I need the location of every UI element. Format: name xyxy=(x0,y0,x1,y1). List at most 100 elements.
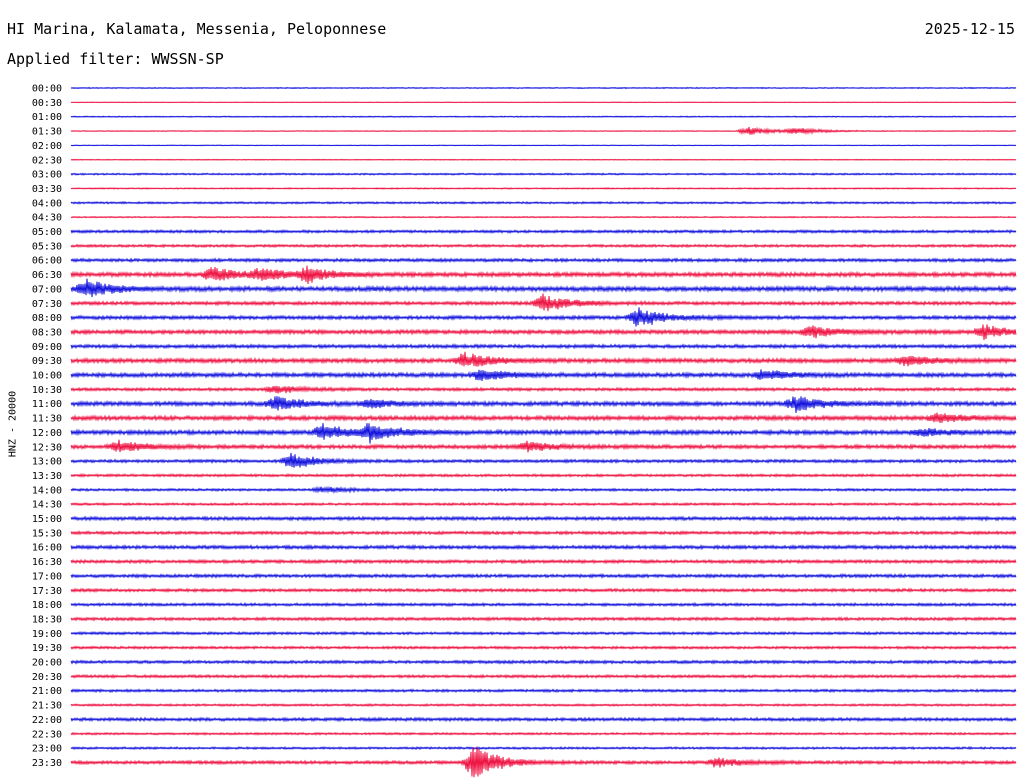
trace-row xyxy=(70,485,1017,495)
trace-row xyxy=(70,731,1017,736)
row-time-label: 02:00 xyxy=(32,141,62,152)
row-time-label: 13:00 xyxy=(32,457,62,468)
row-time-label: 01:00 xyxy=(32,112,62,123)
row-time-label: 21:30 xyxy=(32,701,62,712)
row-time-label: 13:30 xyxy=(32,471,62,482)
row-time-label: 19:30 xyxy=(32,643,62,654)
trace-row xyxy=(70,101,1017,104)
trace-row xyxy=(70,616,1017,622)
row-time-label: 07:00 xyxy=(32,284,62,295)
row-time-label: 22:00 xyxy=(32,715,62,726)
trace-row xyxy=(70,716,1017,723)
row-time-label: 16:30 xyxy=(32,557,62,568)
trace-row xyxy=(70,385,1017,394)
station-title: HI Marina, Kalamata, Messenia, Peloponne… xyxy=(7,20,387,38)
row-time-label: 03:30 xyxy=(32,184,62,195)
row-time-label: 21:00 xyxy=(32,686,62,697)
row-time-label: 16:00 xyxy=(32,543,62,554)
row-time-label: 06:00 xyxy=(32,256,62,267)
row-time-label: 10:00 xyxy=(32,371,62,382)
row-time-label: 06:30 xyxy=(32,270,62,281)
trace-row xyxy=(70,412,1017,423)
row-time-label: 18:00 xyxy=(32,600,62,611)
row-time-label: 20:00 xyxy=(32,658,62,669)
row-time-label: 01:30 xyxy=(32,127,62,138)
row-time-label: 00:00 xyxy=(32,84,62,95)
row-time-label: 00:30 xyxy=(32,98,62,109)
row-time-label: 05:00 xyxy=(32,227,62,238)
row-time-label: 23:00 xyxy=(32,744,62,755)
trace-row xyxy=(70,572,1017,579)
row-time-label: 17:30 xyxy=(32,586,62,597)
trace-row xyxy=(70,501,1017,507)
row-time-label: 12:30 xyxy=(32,442,62,453)
trace-row xyxy=(70,307,1017,327)
row-time-label: 05:30 xyxy=(32,241,62,252)
trace-row xyxy=(70,324,1017,341)
applied-filter: Applied filter: WWSSN-SP xyxy=(7,50,224,68)
row-time-label: 08:00 xyxy=(32,313,62,324)
trace-row xyxy=(70,265,1017,285)
trace-row xyxy=(70,587,1017,594)
trace-row xyxy=(70,115,1017,118)
row-time-label: 19:00 xyxy=(32,629,62,640)
row-time-label: 09:00 xyxy=(32,342,62,353)
trace-row xyxy=(70,530,1017,536)
trace-row xyxy=(70,423,1017,444)
trace-row xyxy=(70,200,1017,205)
row-time-label: 18:30 xyxy=(32,614,62,625)
trace-row xyxy=(70,187,1017,190)
trace-row xyxy=(70,747,1017,778)
row-time-label: 15:30 xyxy=(32,528,62,539)
trace-row xyxy=(70,86,1017,90)
trace-row xyxy=(70,243,1017,249)
row-time-label: 17:00 xyxy=(32,571,62,582)
row-time-label: 15:00 xyxy=(32,514,62,525)
row-time-label: 12:00 xyxy=(32,428,62,439)
row-time-label: 03:00 xyxy=(32,170,62,181)
trace-row xyxy=(70,543,1017,551)
record-date: 2025-12-15 xyxy=(924,20,1015,38)
trace-row xyxy=(70,452,1017,468)
trace-row xyxy=(70,688,1017,694)
trace-row xyxy=(70,228,1017,235)
trace-row xyxy=(70,172,1017,176)
trace-row xyxy=(70,293,1017,312)
row-time-label: 08:30 xyxy=(32,327,62,338)
trace-row xyxy=(70,215,1017,219)
row-time-label: 10:30 xyxy=(32,385,62,396)
row-time-label: 14:00 xyxy=(32,485,62,496)
row-time-label: 11:00 xyxy=(32,399,62,410)
trace-row xyxy=(70,473,1017,478)
row-time-label: 02:30 xyxy=(32,155,62,166)
trace-row xyxy=(70,278,1017,298)
trace-row xyxy=(70,351,1017,367)
trace-row xyxy=(70,703,1017,708)
row-time-label: 22:30 xyxy=(32,729,62,740)
trace-row xyxy=(70,630,1017,636)
trace-row xyxy=(70,257,1017,264)
trace-row xyxy=(70,601,1017,608)
row-time-label: 14:30 xyxy=(32,500,62,511)
trace-row xyxy=(70,343,1017,350)
trace-row xyxy=(70,558,1017,565)
trace-row xyxy=(70,126,1017,136)
trace-row xyxy=(70,746,1017,751)
row-time-label: 09:30 xyxy=(32,356,62,367)
trace-row xyxy=(70,369,1017,382)
row-time-label: 04:00 xyxy=(32,198,62,209)
trace-row xyxy=(70,144,1017,147)
trace-row xyxy=(70,396,1017,413)
trace-row xyxy=(70,515,1017,522)
row-time-label: 04:30 xyxy=(32,213,62,224)
trace-row xyxy=(70,673,1017,679)
trace-row xyxy=(70,158,1017,161)
trace-row xyxy=(70,645,1017,651)
row-time-label: 23:30 xyxy=(32,758,62,769)
row-time-label: 07:30 xyxy=(32,299,62,310)
row-time-label: 11:30 xyxy=(32,414,62,425)
row-time-label: 20:30 xyxy=(32,672,62,683)
trace-row xyxy=(70,659,1017,665)
trace-row xyxy=(70,439,1017,453)
